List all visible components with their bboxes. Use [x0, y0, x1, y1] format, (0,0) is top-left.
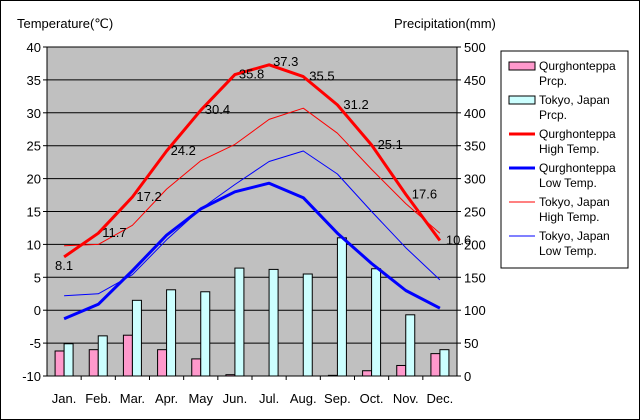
precip-bar	[191, 358, 202, 377]
x-tick-label: Apr.	[155, 391, 178, 406]
right-tick-label: 250	[464, 205, 486, 220]
precip-bar	[430, 353, 441, 377]
high-temp-label: 11.7	[102, 225, 126, 240]
high-temp-label: 35.5	[309, 69, 334, 84]
high-temp-label: 24.2	[171, 143, 196, 158]
legend-label: Qurghonteppa	[539, 127, 616, 141]
right-tick-label: 300	[464, 172, 486, 187]
right-tick-label: 450	[464, 73, 486, 88]
precip-bar	[371, 268, 382, 377]
legend-label: Low Temp.	[539, 244, 597, 258]
x-tick-label: Nov.	[393, 391, 419, 406]
precip-bar	[131, 299, 142, 377]
right-tick-label: 0	[464, 369, 471, 384]
left-axis-title: Temperature(℃)	[17, 16, 113, 31]
left-tick-label: -10	[22, 369, 41, 384]
legend-swatch	[508, 95, 536, 105]
temp-line	[63, 181, 441, 321]
temp-line	[63, 63, 442, 259]
x-tick-label: Sep.	[324, 391, 351, 406]
precip-bar	[362, 370, 373, 377]
legend-label: High Temp.	[539, 210, 599, 224]
legend-box	[500, 50, 629, 269]
left-tick-label: 30	[27, 106, 41, 121]
high-temp-label: 8.1	[55, 258, 73, 273]
x-tick-label: Oct.	[360, 391, 384, 406]
precip-bar	[88, 349, 99, 377]
high-temp-label: 31.2	[343, 97, 368, 112]
right-tick-label: 50	[464, 336, 478, 351]
left-tick-label: 10	[27, 237, 41, 252]
legend-label: High Temp.	[539, 142, 599, 156]
high-temp-label: 35.8	[239, 67, 264, 82]
precip-bar	[54, 350, 65, 377]
right-tick-label: 200	[464, 237, 486, 252]
right-tick-label: 350	[464, 139, 486, 154]
legend-label: Qurghonteppa	[539, 59, 616, 73]
left-tick-label: 35	[27, 73, 41, 88]
x-tick-label: Jun.	[223, 391, 248, 406]
legend-label: Prcp.	[539, 74, 567, 88]
data-labels: 8.1 11.7 17.2 24.2 30.4 35.8 37.3 35.5 31.2 25.1 1…	[55, 54, 471, 273]
high-temp-label: 30.4	[205, 102, 230, 117]
precip-bar	[336, 237, 347, 377]
legend-label: Prcp.	[539, 108, 567, 122]
precipitation-bars	[54, 237, 450, 377]
x-tick-label: Mar.	[120, 391, 145, 406]
left-tick-label: 40	[27, 40, 41, 55]
precip-bar	[396, 364, 407, 377]
temperature-lines	[63, 63, 442, 321]
legend-label: Qurghonteppa	[539, 161, 616, 175]
left-tick-label: 25	[27, 139, 41, 154]
legend-label: Tokyo, Japan	[539, 195, 610, 209]
precip-bar	[302, 273, 313, 377]
left-tick-label: 15	[27, 205, 41, 220]
right-tick-label: 400	[464, 106, 486, 121]
right-tick-label: 500	[464, 40, 486, 55]
x-tick-label: Feb.	[85, 391, 111, 406]
right-axis-title: Precipitation(mm)	[394, 16, 496, 31]
high-temp-label: 17.2	[136, 189, 161, 204]
left-tick-label: -5	[29, 336, 41, 351]
high-temp-label: 17.6	[412, 186, 437, 201]
x-tick-label: Jul.	[259, 391, 279, 406]
x-tick-label: Dec.	[427, 391, 454, 406]
precip-bar	[122, 334, 133, 377]
precip-bar	[439, 349, 450, 377]
temp-line	[64, 150, 441, 297]
high-temp-label: 37.3	[273, 54, 298, 69]
legend-label: Tokyo, Japan	[539, 93, 610, 107]
precip-bar	[405, 314, 416, 377]
x-tick-label: Jan.	[52, 391, 77, 406]
precip-bar	[200, 291, 211, 377]
left-tick-label: 5	[34, 270, 41, 285]
x-tick-label: May	[188, 391, 213, 406]
left-tick-label: 0	[34, 303, 41, 318]
x-tick-label: Aug.	[290, 391, 317, 406]
right-tick-label: 100	[464, 303, 486, 318]
temp-line	[64, 107, 441, 247]
right-tick-label: 150	[464, 270, 486, 285]
grid-lines	[47, 79, 457, 344]
precip-bar	[157, 349, 168, 377]
precip-bar	[97, 335, 108, 377]
precip-bar	[268, 268, 279, 377]
high-temp-label: 10.6	[446, 232, 471, 247]
legend-swatch	[508, 61, 536, 71]
legend-label: Tokyo, Japan	[539, 229, 610, 243]
axes: -10-505101520253035400501001502002503003…	[22, 40, 486, 406]
legend-label: Low Temp.	[539, 176, 597, 190]
precip-bar	[63, 343, 74, 377]
high-temp-label: 25.1	[378, 137, 403, 152]
precip-bar	[166, 289, 177, 377]
left-tick-label: 20	[27, 172, 41, 187]
precip-bar	[234, 267, 245, 377]
